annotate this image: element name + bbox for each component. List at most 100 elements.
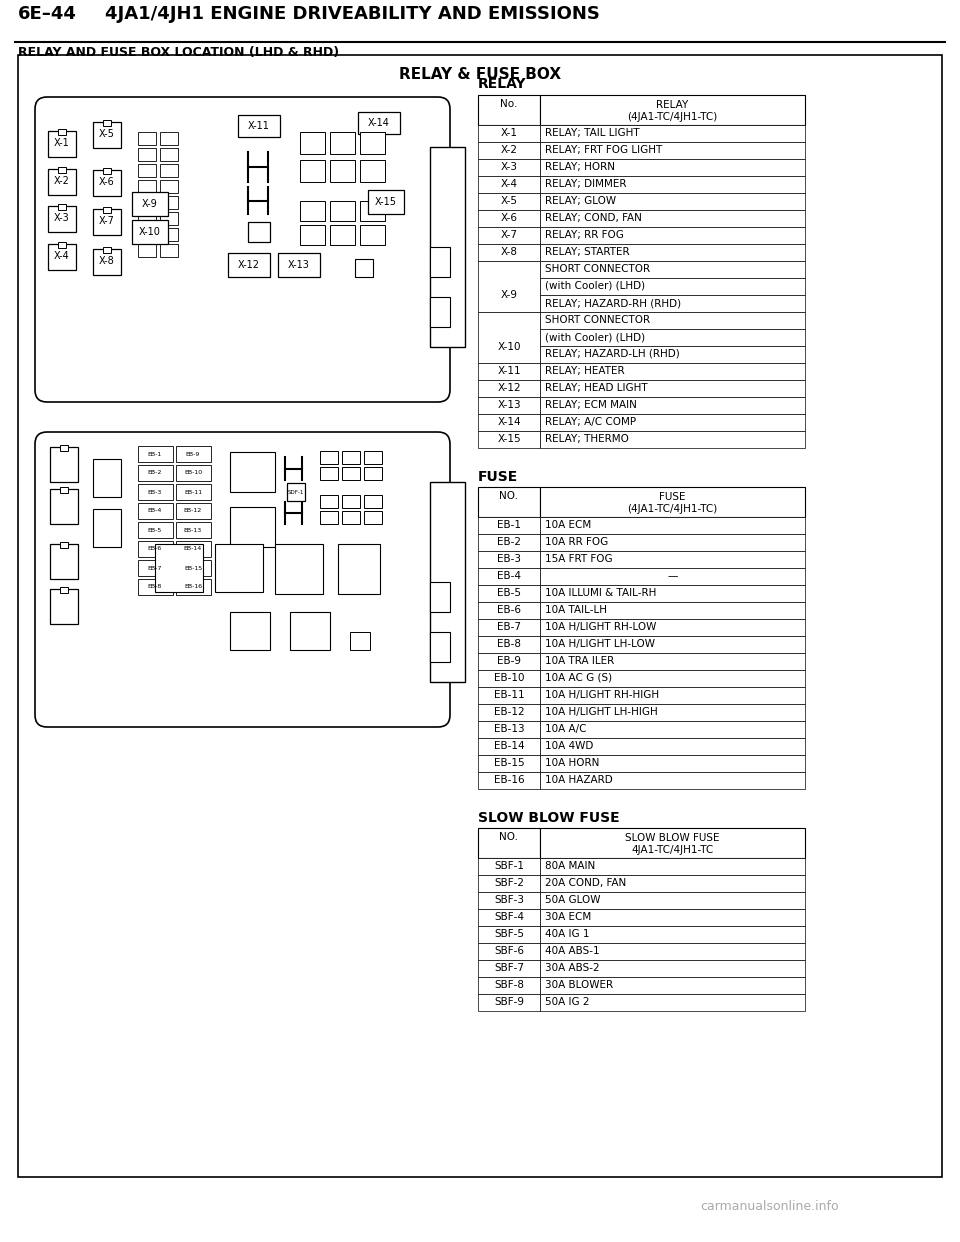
- Text: X-12: X-12: [497, 383, 521, 392]
- Text: EB-3: EB-3: [148, 489, 162, 494]
- Bar: [540, 551, 805, 568]
- Bar: [58, 204, 66, 210]
- Bar: [478, 943, 540, 960]
- Bar: [300, 132, 325, 154]
- Bar: [540, 585, 805, 602]
- Bar: [132, 220, 168, 243]
- Bar: [93, 209, 121, 235]
- Text: EB-7: EB-7: [148, 565, 162, 570]
- Bar: [160, 243, 178, 257]
- Text: 40A IG 1: 40A IG 1: [545, 929, 589, 939]
- Text: X-6: X-6: [99, 178, 115, 188]
- Text: 10A H/LIGHT LH-HIGH: 10A H/LIGHT LH-HIGH: [545, 707, 658, 717]
- Text: X-10: X-10: [497, 342, 520, 351]
- Text: X-3: X-3: [500, 161, 517, 171]
- Bar: [93, 122, 121, 148]
- Bar: [368, 190, 404, 214]
- Bar: [93, 248, 121, 274]
- Bar: [287, 483, 305, 501]
- Bar: [430, 147, 465, 347]
- Bar: [540, 125, 805, 142]
- Bar: [478, 363, 540, 380]
- Text: RELAY; HAZARD-LH (RHD): RELAY; HAZARD-LH (RHD): [545, 349, 680, 359]
- Text: RELAY; FRT FOG LIGHT: RELAY; FRT FOG LIGHT: [545, 145, 662, 155]
- Text: 40A ABS-1: 40A ABS-1: [545, 946, 600, 956]
- Bar: [478, 909, 540, 927]
- Text: 10A HORN: 10A HORN: [545, 758, 599, 768]
- Text: SLOW BLOW FUSE: SLOW BLOW FUSE: [625, 833, 720, 843]
- Bar: [138, 465, 173, 481]
- Text: X-2: X-2: [500, 145, 517, 155]
- Bar: [342, 496, 360, 508]
- Bar: [540, 927, 805, 943]
- Bar: [540, 876, 805, 892]
- Bar: [540, 943, 805, 960]
- Bar: [540, 227, 805, 243]
- Bar: [155, 544, 203, 592]
- Bar: [275, 544, 323, 594]
- Bar: [364, 451, 382, 465]
- Bar: [478, 977, 540, 994]
- Bar: [160, 196, 178, 209]
- Bar: [478, 159, 540, 176]
- Bar: [478, 602, 540, 619]
- Text: X-2: X-2: [54, 176, 70, 186]
- Bar: [132, 193, 168, 216]
- Text: RELAY; STARTER: RELAY; STARTER: [545, 247, 630, 257]
- Text: 4JA1-TC/4JH1-TC: 4JA1-TC/4JH1-TC: [632, 845, 713, 854]
- Bar: [478, 380, 540, 397]
- FancyBboxPatch shape: [35, 432, 450, 727]
- Text: RELAY; THERMO: RELAY; THERMO: [545, 433, 629, 443]
- Text: X-11: X-11: [248, 120, 270, 130]
- Bar: [364, 467, 382, 479]
- Text: carmanualsonline.info: carmanualsonline.info: [700, 1200, 839, 1213]
- Text: EB-14: EB-14: [184, 546, 203, 551]
- Bar: [300, 160, 325, 183]
- Text: RELAY; HAZARD-RH (RHD): RELAY; HAZARD-RH (RHD): [545, 298, 682, 308]
- Text: SBF-4: SBF-4: [494, 912, 524, 922]
- Bar: [138, 446, 173, 462]
- Bar: [540, 568, 805, 585]
- Bar: [540, 687, 805, 704]
- Text: RELAY; COND, FAN: RELAY; COND, FAN: [545, 212, 642, 224]
- Bar: [478, 858, 540, 876]
- Bar: [478, 210, 540, 227]
- Text: EB-6: EB-6: [148, 546, 162, 551]
- Bar: [478, 619, 540, 636]
- Bar: [478, 927, 540, 943]
- Bar: [540, 534, 805, 551]
- Text: X-13: X-13: [288, 260, 310, 270]
- Bar: [248, 222, 270, 242]
- Bar: [478, 994, 540, 1011]
- Text: 50A GLOW: 50A GLOW: [545, 895, 601, 905]
- Text: EB-10: EB-10: [184, 471, 202, 476]
- Bar: [430, 297, 450, 327]
- Bar: [478, 828, 540, 858]
- Bar: [320, 451, 338, 465]
- Text: 10A RR FOG: 10A RR FOG: [545, 537, 609, 546]
- Bar: [330, 160, 355, 183]
- Text: EB-14: EB-14: [493, 741, 524, 751]
- Text: X-6: X-6: [500, 212, 517, 224]
- Text: 10A H/LIGHT RH-HIGH: 10A H/LIGHT RH-HIGH: [545, 691, 660, 700]
- Bar: [540, 892, 805, 909]
- Bar: [48, 206, 76, 232]
- Bar: [48, 243, 76, 270]
- Bar: [320, 510, 338, 524]
- Bar: [50, 589, 78, 623]
- Bar: [238, 116, 280, 137]
- Bar: [50, 544, 78, 579]
- Text: (with Cooler) (LHD): (with Cooler) (LHD): [545, 332, 645, 342]
- Bar: [478, 94, 540, 125]
- Text: EB-2: EB-2: [148, 471, 162, 476]
- Bar: [230, 507, 275, 546]
- Bar: [48, 130, 76, 156]
- Text: EB-1: EB-1: [497, 520, 521, 530]
- Bar: [540, 517, 805, 534]
- Bar: [430, 482, 465, 682]
- Text: X-12: X-12: [238, 260, 260, 270]
- Text: EB-9: EB-9: [186, 452, 201, 457]
- Text: RELAY; ECM MAIN: RELAY; ECM MAIN: [545, 400, 636, 410]
- Text: EB-1: EB-1: [148, 452, 162, 457]
- Text: RELAY; HORN: RELAY; HORN: [545, 161, 615, 171]
